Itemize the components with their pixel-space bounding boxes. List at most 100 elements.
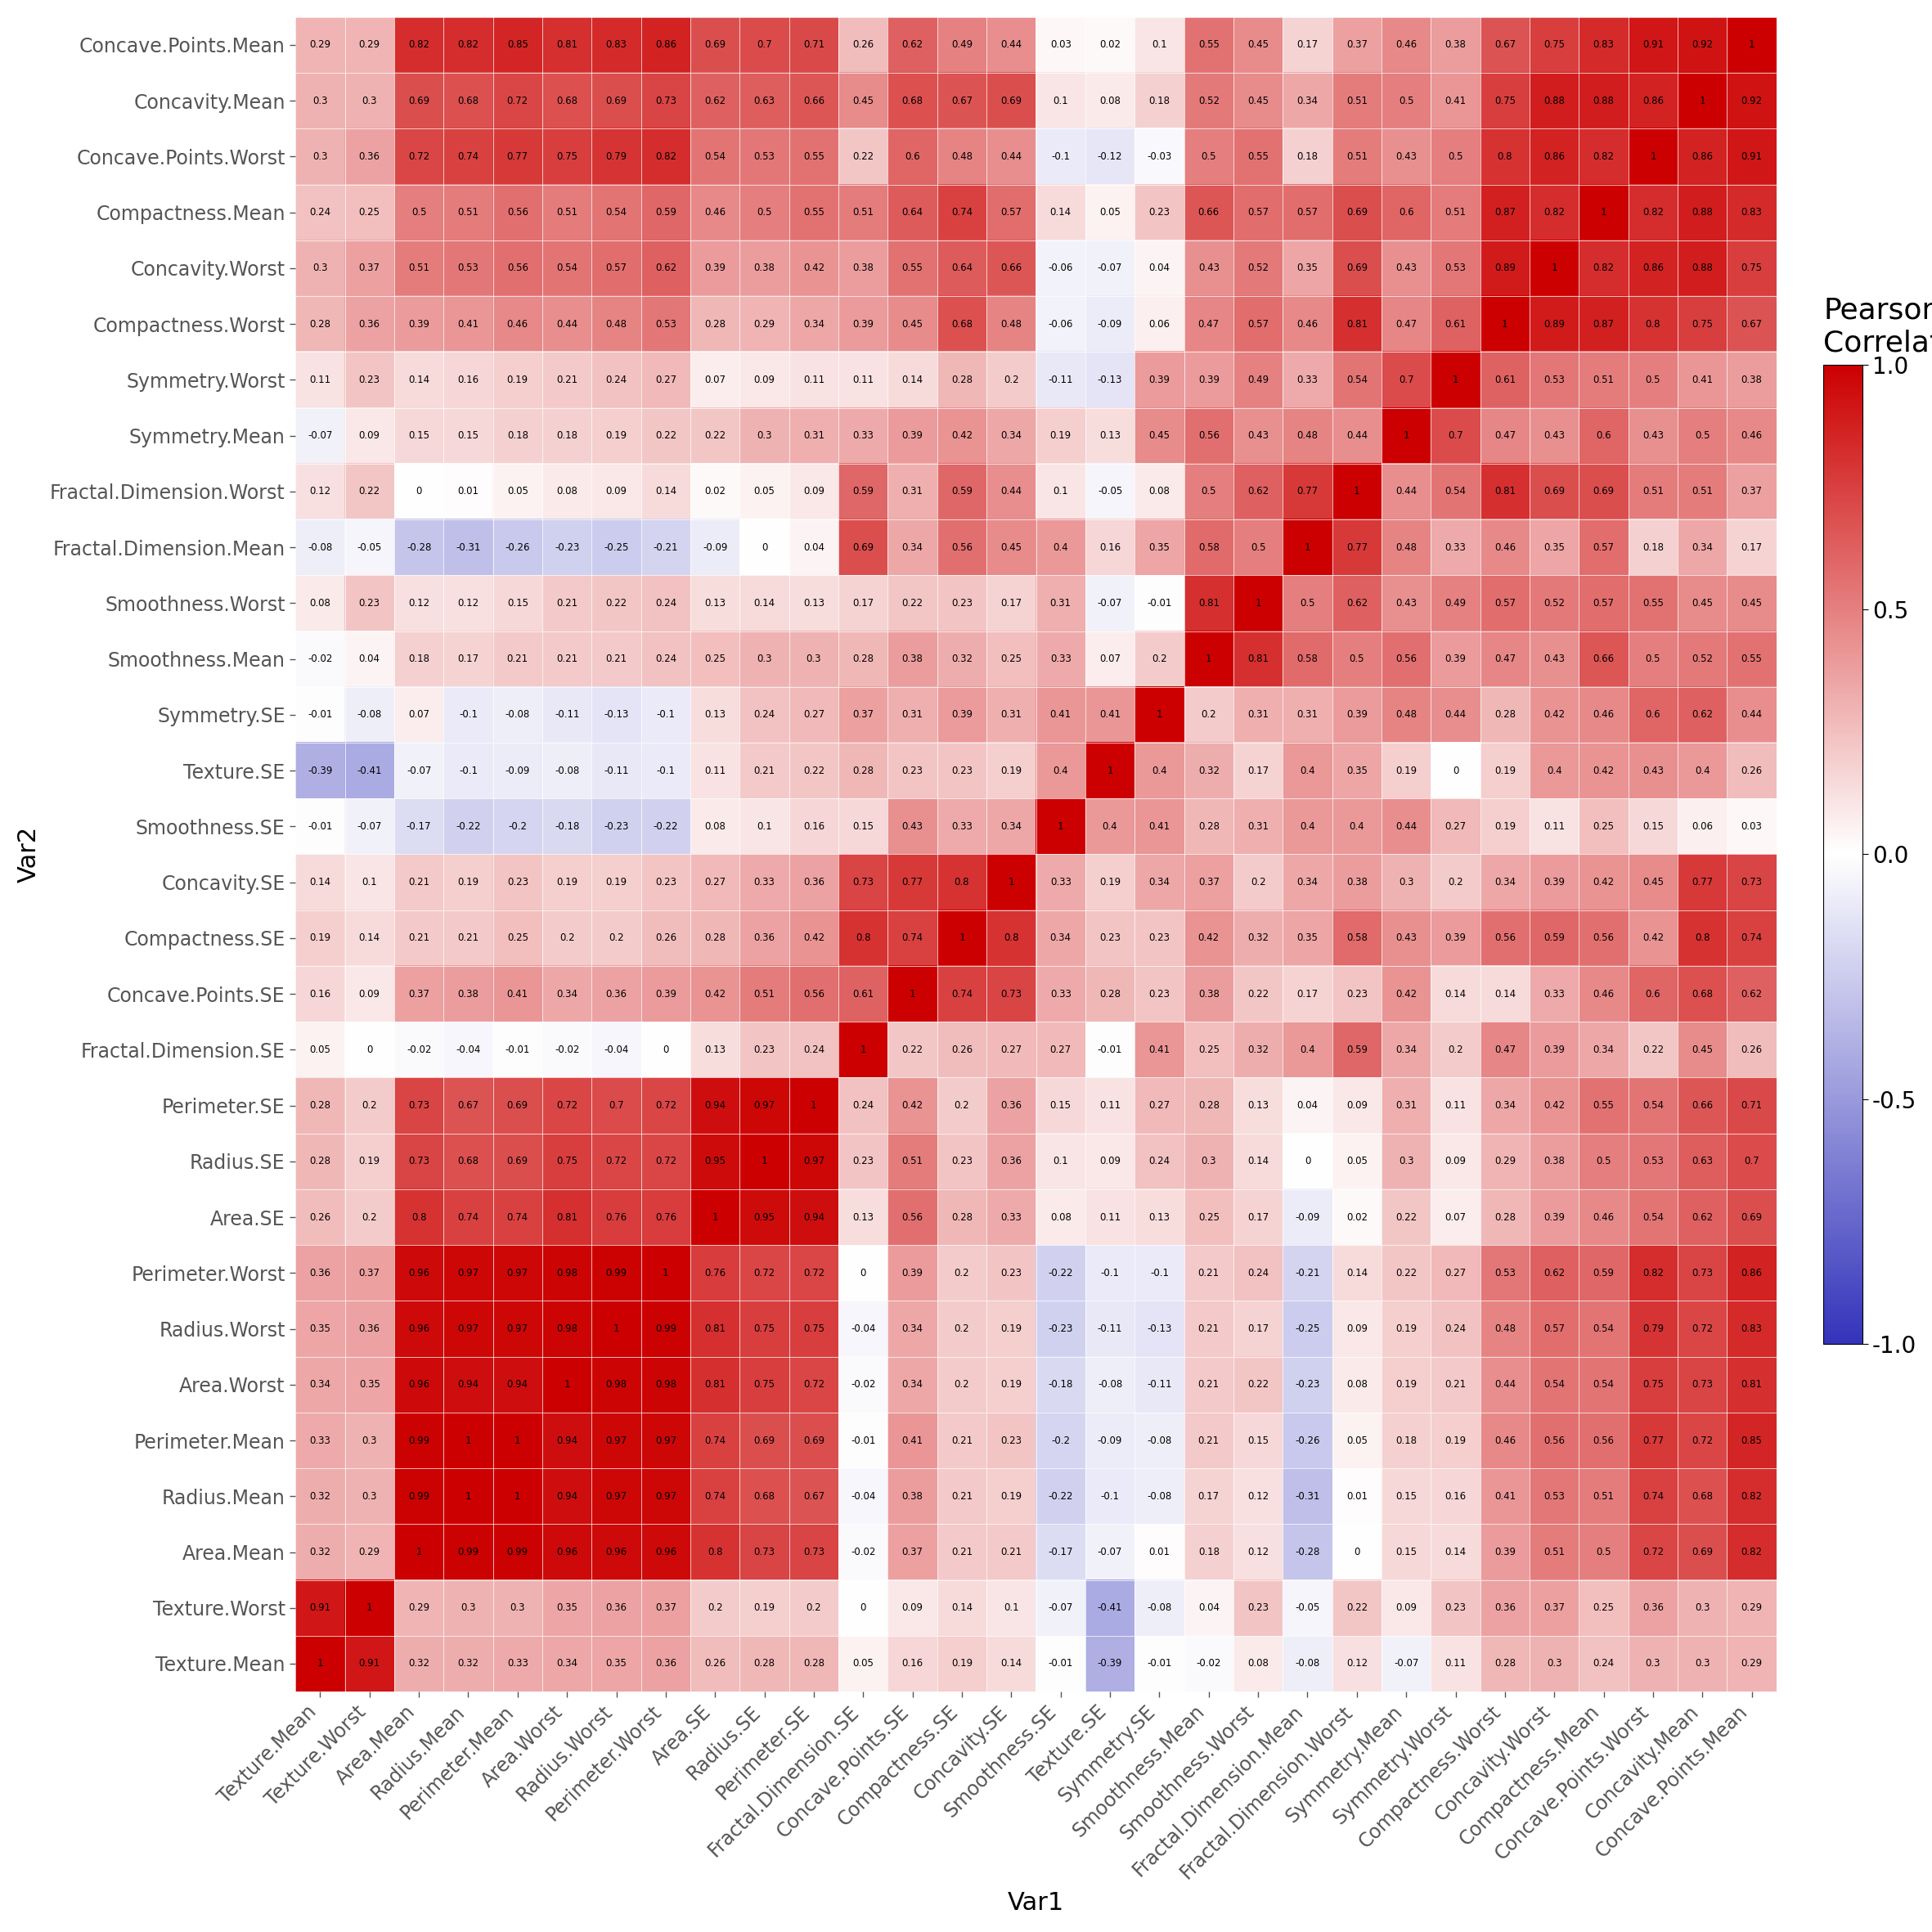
Text: 0.97: 0.97 [458, 1267, 479, 1279]
Text: 0.23: 0.23 [655, 877, 676, 887]
Text: 0.82: 0.82 [1741, 1492, 1762, 1501]
Text: 0.39: 0.39 [852, 319, 873, 328]
Text: 0.05: 0.05 [506, 487, 527, 497]
Text: 0.44: 0.44 [1493, 1379, 1515, 1389]
Text: -0.1: -0.1 [458, 709, 477, 721]
Text: Pearson
Correlation: Pearson Correlation [1824, 298, 1932, 357]
Text: 0.13: 0.13 [705, 709, 726, 721]
Text: 0.09: 0.09 [1099, 1155, 1121, 1167]
Text: 0.34: 0.34 [1594, 1045, 1615, 1055]
Text: 0.57: 0.57 [1248, 319, 1269, 328]
Text: 0.3: 0.3 [361, 95, 377, 106]
Text: 0.23: 0.23 [359, 375, 381, 384]
Text: 0.86: 0.86 [1741, 1267, 1762, 1279]
Text: -0.13: -0.13 [1097, 375, 1122, 384]
Text: 0.97: 0.97 [458, 1323, 479, 1335]
Text: 0.56: 0.56 [902, 1211, 923, 1223]
Text: 0.39: 0.39 [1198, 375, 1219, 384]
Text: -0.25: -0.25 [1294, 1323, 1320, 1335]
Text: 0.28: 0.28 [951, 375, 972, 384]
Text: 0.73: 0.73 [753, 1548, 775, 1557]
Text: 0.53: 0.53 [1544, 375, 1565, 384]
Text: 0.28: 0.28 [309, 1099, 330, 1111]
Text: 0.63: 0.63 [1692, 1155, 1714, 1167]
Text: 0.23: 0.23 [359, 597, 381, 609]
Text: 0.25: 0.25 [1001, 653, 1022, 665]
Text: 1: 1 [811, 1099, 817, 1111]
Text: 0.07: 0.07 [705, 375, 726, 384]
Text: 0.72: 0.72 [605, 1155, 628, 1167]
Text: -0.07: -0.07 [357, 821, 383, 833]
Text: -0.08: -0.08 [506, 709, 529, 721]
Text: 1: 1 [1354, 487, 1360, 497]
Text: 0.73: 0.73 [1741, 877, 1762, 887]
Text: 0.99: 0.99 [408, 1492, 429, 1501]
Text: 0.34: 0.34 [1692, 543, 1714, 553]
Text: 0.31: 0.31 [1049, 597, 1070, 609]
Text: -0.21: -0.21 [1294, 1267, 1320, 1279]
Text: -0.09: -0.09 [1097, 319, 1122, 328]
Text: 0.62: 0.62 [655, 263, 676, 274]
Text: 0.66: 0.66 [1198, 207, 1219, 218]
Text: 0.18: 0.18 [1198, 1548, 1219, 1557]
Text: 0.7: 0.7 [1745, 1155, 1760, 1167]
Text: 0.1: 0.1 [1151, 41, 1167, 50]
Text: 0.21: 0.21 [458, 933, 479, 943]
Text: -0.11: -0.11 [605, 765, 628, 777]
Text: -0.02: -0.02 [850, 1548, 875, 1557]
Text: 0.08: 0.08 [1150, 487, 1171, 497]
Text: 0.82: 0.82 [1544, 207, 1565, 218]
Text: 0.86: 0.86 [1544, 151, 1565, 162]
Text: 0.14: 0.14 [359, 933, 381, 943]
Text: 0.47: 0.47 [1493, 1045, 1515, 1055]
Text: 0.01: 0.01 [458, 487, 479, 497]
Text: -0.1: -0.1 [1150, 1267, 1169, 1279]
Text: 0.14: 0.14 [1445, 1548, 1466, 1557]
Text: 0.81: 0.81 [1198, 597, 1219, 609]
Text: 0.36: 0.36 [309, 1267, 330, 1279]
Text: 0.43: 0.43 [1395, 933, 1416, 943]
Text: 0.91: 0.91 [359, 1658, 381, 1669]
Text: 0.68: 0.68 [458, 1155, 479, 1167]
Text: 0.15: 0.15 [1395, 1492, 1416, 1501]
Text: 0.82: 0.82 [408, 41, 429, 50]
Text: 0.3: 0.3 [1202, 1155, 1217, 1167]
Text: -0.39: -0.39 [307, 765, 332, 777]
Text: 0.23: 0.23 [951, 1155, 972, 1167]
Text: 0.52: 0.52 [1198, 95, 1219, 106]
Text: 0.95: 0.95 [705, 1155, 726, 1167]
Text: -0.2: -0.2 [508, 821, 527, 833]
Text: 0.15: 0.15 [506, 597, 527, 609]
Text: 0.54: 0.54 [1594, 1323, 1615, 1335]
Text: 0.48: 0.48 [1395, 709, 1416, 721]
Text: 0.81: 0.81 [1741, 1379, 1762, 1389]
Text: 0.15: 0.15 [458, 431, 479, 440]
Text: 0.97: 0.97 [605, 1492, 628, 1501]
Text: 0.51: 0.51 [1594, 1492, 1615, 1501]
Text: 0.21: 0.21 [753, 765, 775, 777]
Text: 0.89: 0.89 [1544, 319, 1565, 328]
Text: 0.35: 0.35 [309, 1323, 330, 1335]
Text: 0.11: 0.11 [309, 375, 330, 384]
Text: 0.91: 0.91 [1642, 41, 1663, 50]
Text: 0.06: 0.06 [1692, 821, 1714, 833]
Text: 1: 1 [466, 1435, 471, 1445]
Text: 0.72: 0.72 [506, 95, 527, 106]
Text: -0.04: -0.04 [850, 1492, 875, 1501]
Text: 0.19: 0.19 [1395, 1379, 1416, 1389]
Text: 0.33: 0.33 [309, 1435, 330, 1445]
Text: 0.21: 0.21 [951, 1548, 972, 1557]
Text: 0.04: 0.04 [1296, 1099, 1318, 1111]
Text: 0.85: 0.85 [1741, 1435, 1762, 1445]
Text: 0.19: 0.19 [506, 375, 527, 384]
Text: 0.32: 0.32 [1248, 1045, 1269, 1055]
Text: 0.8: 0.8 [1694, 933, 1710, 943]
Text: 0.15: 0.15 [852, 821, 873, 833]
Text: 0.42: 0.42 [1594, 765, 1615, 777]
Text: 0.46: 0.46 [1594, 709, 1615, 721]
Text: 0.89: 0.89 [1493, 263, 1515, 274]
Text: 0.11: 0.11 [1099, 1099, 1121, 1111]
Text: -0.07: -0.07 [1049, 1602, 1072, 1613]
Text: 0.27: 0.27 [1445, 1267, 1466, 1279]
Text: 0.97: 0.97 [506, 1267, 527, 1279]
